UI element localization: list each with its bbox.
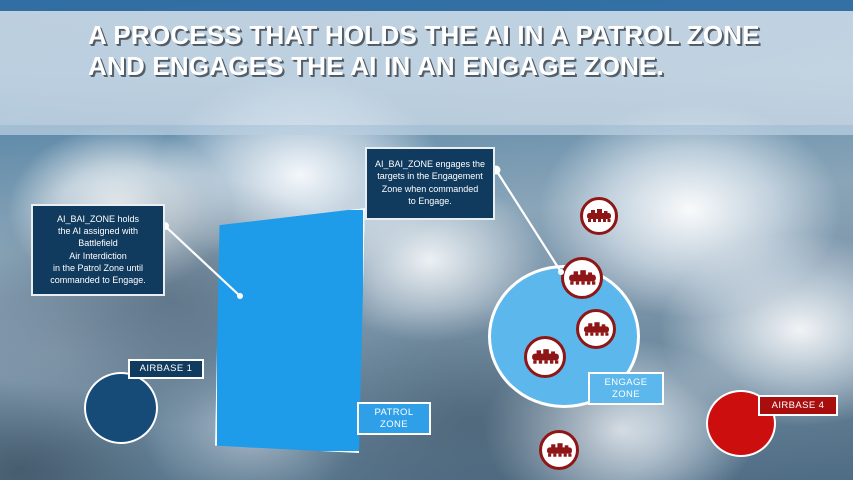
- patrol-callout[interactable]: AI_BAI_ZONE holds the AI assigned with B…: [31, 204, 165, 297]
- airbase-1-marker[interactable]: [84, 372, 158, 444]
- hostile-target-icon-2[interactable]: [561, 257, 603, 299]
- engage-callout-line-3: Zone when commanded: [381, 183, 479, 194]
- hostile-ground-vehicle-icon: [546, 442, 572, 457]
- airbase-1-label-text: AIRBASE 1: [139, 363, 193, 374]
- patrol-callout-line-6: commanded to Engage.: [50, 275, 146, 286]
- patrol-zone-label-line-1: PATROL: [374, 406, 414, 418]
- header-bottom-strip: [0, 125, 853, 135]
- header-top-strip: [0, 0, 853, 11]
- hostile-ground-vehicle-icon: [587, 209, 611, 222]
- patrol-zone-shape[interactable]: [215, 208, 365, 453]
- airbase-4-label[interactable]: AIRBASE 4: [758, 395, 838, 416]
- airbase-1-label[interactable]: AIRBASE 1: [128, 359, 204, 379]
- engage-zone-label[interactable]: ENGAGE ZONE: [588, 372, 664, 405]
- hostile-ground-vehicle-icon: [583, 321, 609, 336]
- airbase-4-label-text: AIRBASE 4: [771, 399, 825, 411]
- hostile-target-icon-5[interactable]: [539, 430, 579, 470]
- patrol-callout-line-5: in the Patrol Zone until: [52, 262, 144, 273]
- patrol-callout-line-3: Battlefield: [78, 238, 118, 249]
- patrol-callout-line-1: AI_BAI_ZONE holds: [56, 214, 140, 224]
- hostile-target-icon-4[interactable]: [524, 336, 566, 378]
- engage-zone-label-line-1: ENGAGE: [604, 376, 648, 388]
- engage-callout[interactable]: AI_BAI_ZONE engages the targets in the E…: [365, 147, 495, 220]
- hostile-target-icon-3[interactable]: [576, 309, 616, 349]
- patrol-callout-line-4: Air Interdiction: [69, 250, 127, 261]
- engage-callout-line-1: AI_BAI_ZONE engages the: [374, 159, 486, 169]
- hostile-ground-vehicle-icon: [531, 349, 559, 364]
- engage-zone-label-line-2: ZONE: [612, 388, 640, 400]
- patrol-zone-label[interactable]: PATROL ZONE: [357, 402, 431, 435]
- patrol-zone-label-line-2: ZONE: [380, 418, 408, 430]
- engage-callout-line-2: targets in the Engagement: [377, 171, 483, 182]
- header-band: [0, 11, 853, 125]
- engage-callout-line-4: to Engage.: [408, 196, 452, 207]
- hostile-target-icon-1[interactable]: [580, 197, 618, 235]
- hostile-ground-vehicle-icon: [568, 270, 596, 285]
- page-title: A PROCESS THAT HOLDS THE AI IN A PATROL …: [88, 20, 760, 81]
- patrol-callout-line-2: the AI assigned with: [57, 226, 139, 237]
